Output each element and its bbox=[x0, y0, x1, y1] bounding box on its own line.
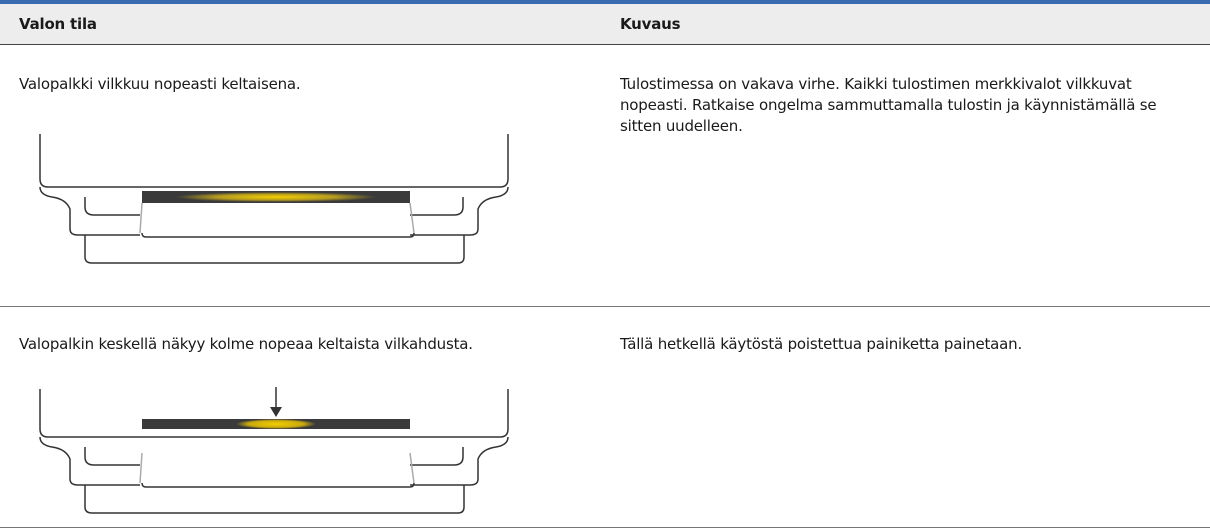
header-cell: Kuvaus bbox=[620, 15, 681, 33]
light-glow bbox=[236, 419, 316, 429]
arrow-head bbox=[270, 407, 282, 417]
row-separator bbox=[0, 527, 1210, 528]
cell-text: Valopalkki vilkkuu nopeasti keltaisena. bbox=[19, 75, 301, 93]
row-separator bbox=[0, 306, 1210, 307]
header-cell: Valon tila bbox=[19, 15, 97, 33]
cell-text: Tulostimessa on vakava virhe. Kaikki tul… bbox=[620, 75, 1157, 135]
printer-illustration bbox=[39, 134, 509, 264]
cell-text: Valopalkin keskellä näkyy kolme nopeaa k… bbox=[19, 335, 473, 353]
light-glow bbox=[176, 192, 376, 202]
table-header: Valon tila Kuvaus bbox=[0, 4, 1210, 45]
cell-text: Tällä hetkellä käytöstä poistettua paini… bbox=[620, 335, 1023, 353]
printer-illustration bbox=[39, 387, 509, 514]
